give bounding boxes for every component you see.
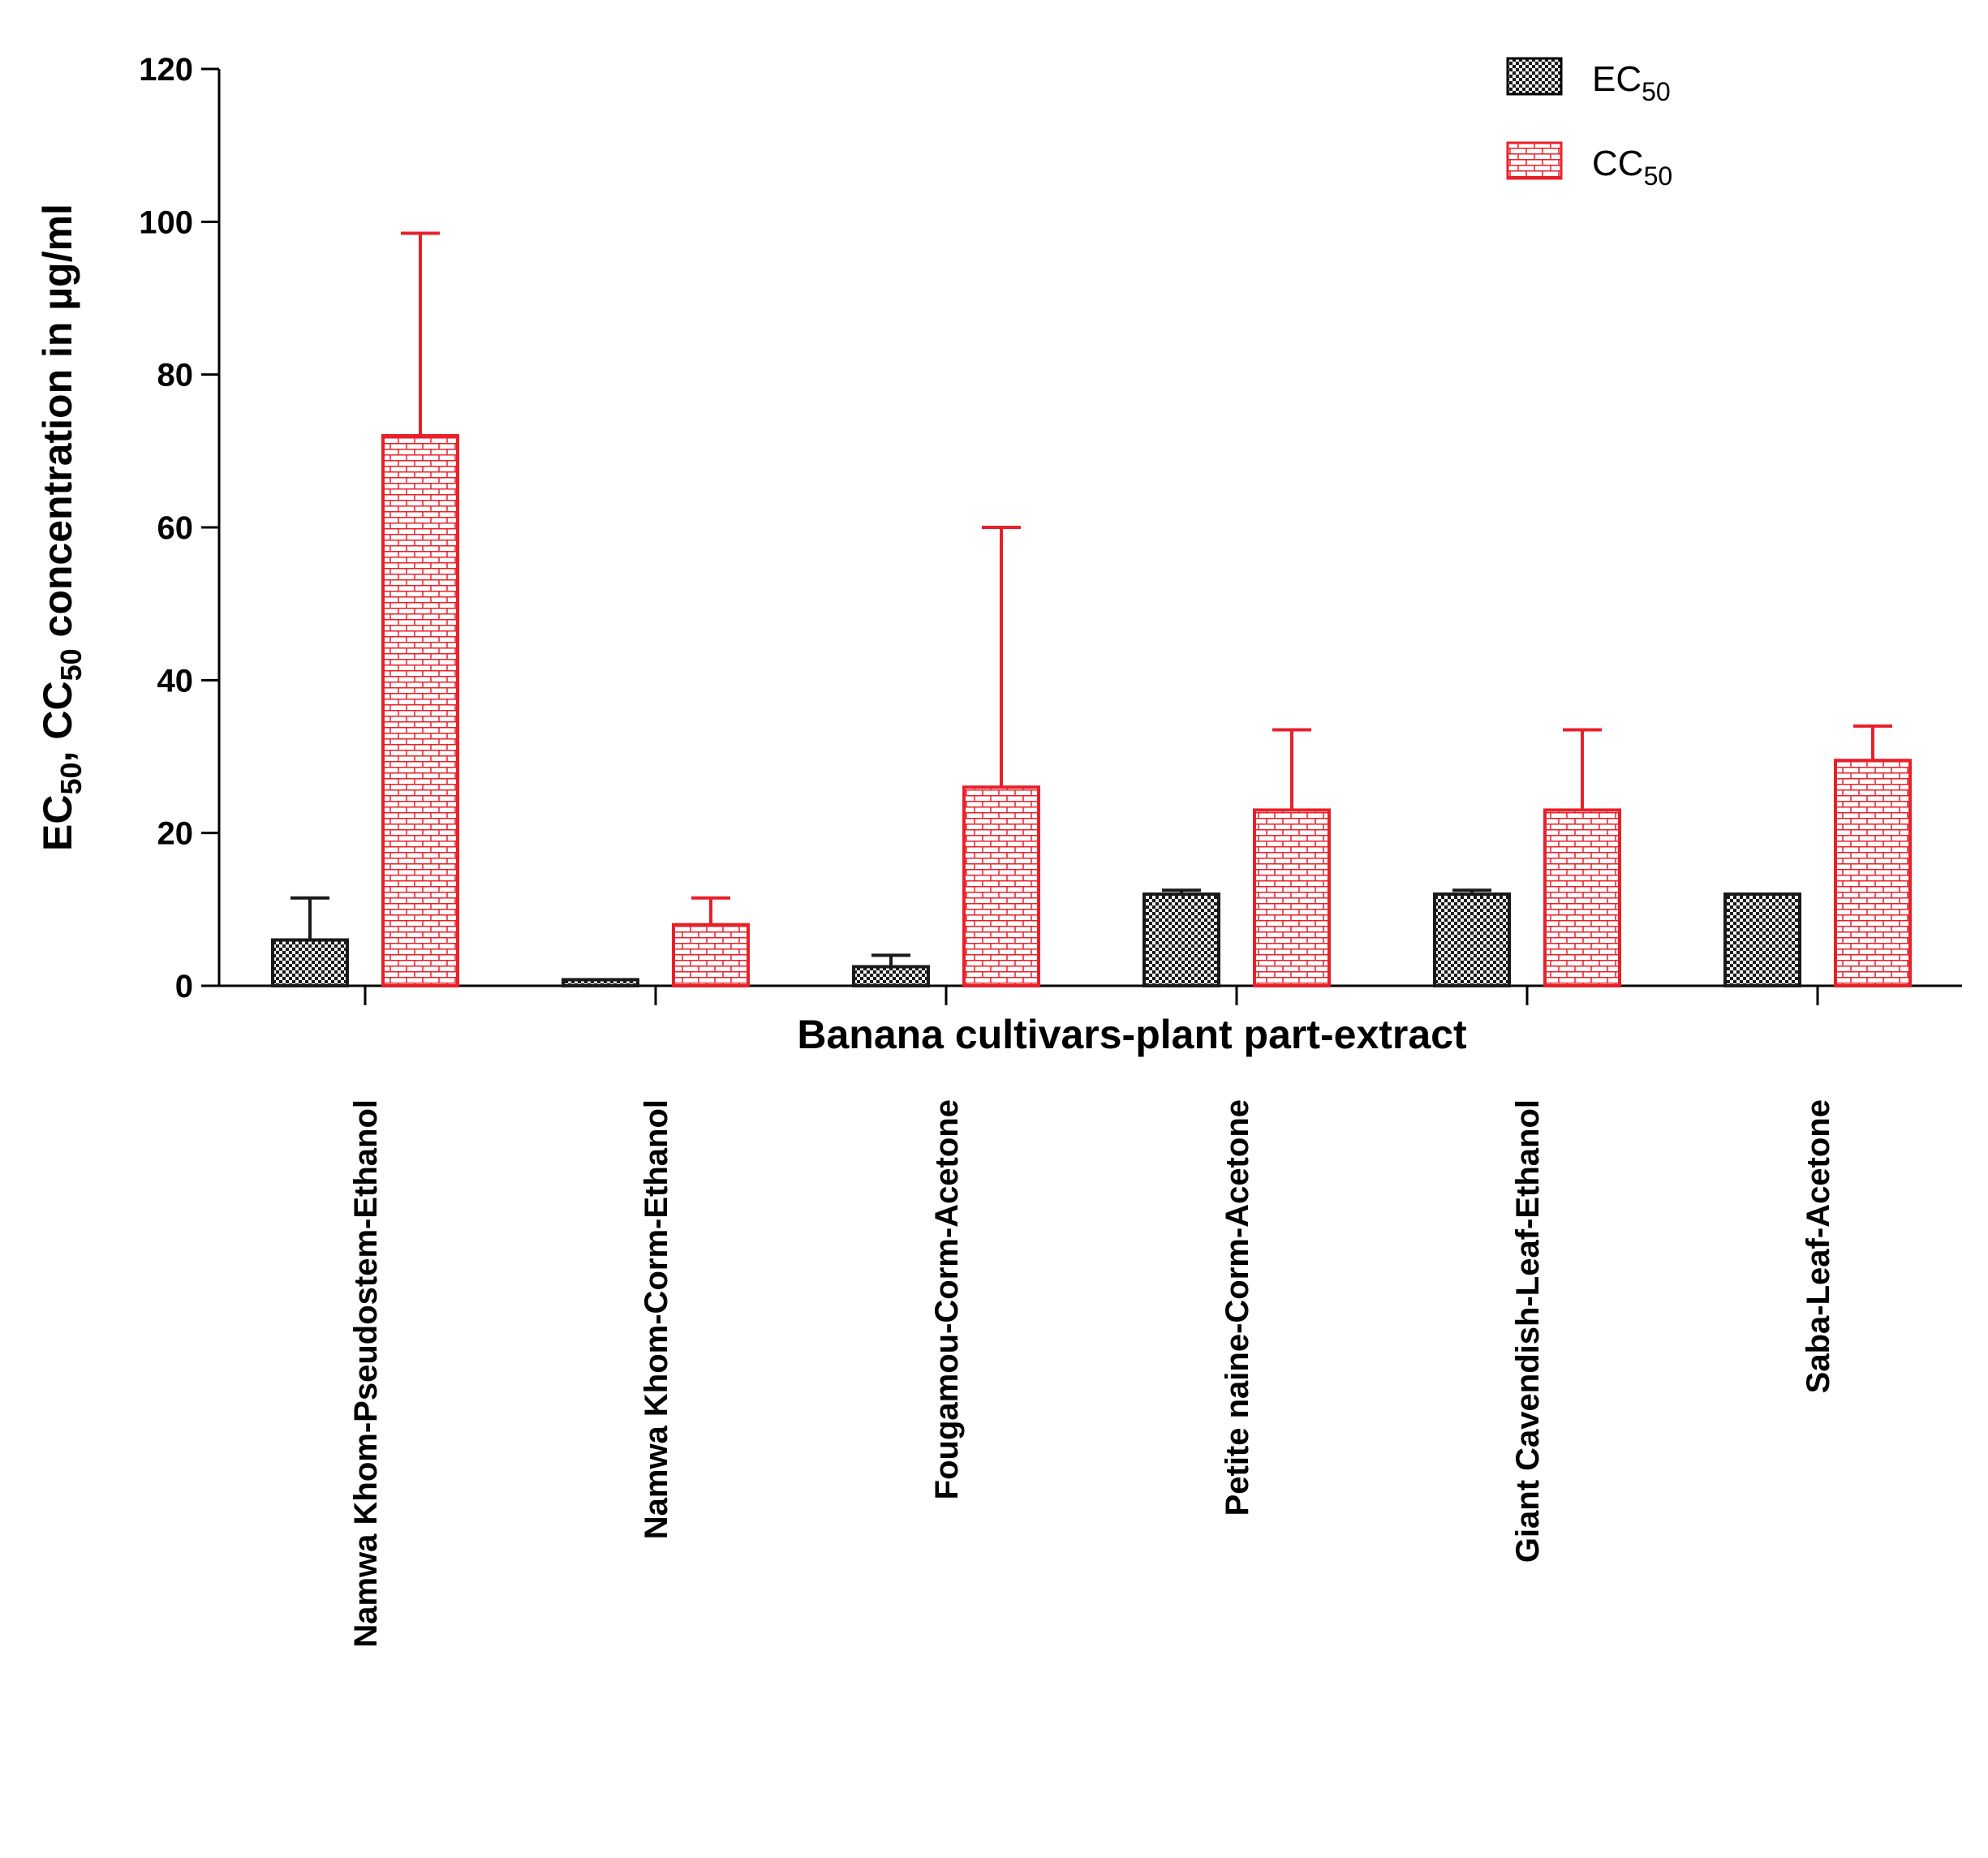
bar-ec50-3	[1142, 892, 1220, 987]
error-bars	[290, 231, 1892, 967]
y-axis-title: EC50, CC50 concentration in µg/ml	[35, 204, 88, 851]
category-labels: Namwa Khom-Pseudostem-Ethanol Namwa Khom-…	[348, 1099, 1836, 1648]
legend-swatch-cc50	[1506, 141, 1563, 180]
y-tick-label: 120	[139, 52, 193, 88]
bars	[271, 434, 1912, 988]
bar-ec50-1	[562, 978, 639, 988]
x-category-label: Petite naine-Corm-Acetone	[1220, 1099, 1255, 1516]
legend-label-ec50: EC50	[1592, 59, 1671, 106]
x-category-label: Saba-Leaf-Acetone	[1801, 1099, 1836, 1393]
y-tick-label: 80	[157, 358, 194, 394]
bar-cc50-0	[381, 434, 459, 987]
y-tick-label: 100	[139, 204, 193, 240]
x-category-label: Giant Cavendish-Leaf-Ethanol	[1510, 1099, 1546, 1563]
y-ticks: 0 20 40 60 80 100 120	[139, 52, 219, 1004]
bar-ec50-2	[852, 965, 930, 988]
y-tick-label: 60	[157, 510, 194, 546]
x-category-label: Namwa Khom-Corm-Ethanol	[639, 1099, 674, 1539]
bar-cc50-1	[672, 923, 750, 987]
bar-cc50-2	[962, 785, 1040, 988]
legend: EC50 CC50	[1506, 57, 1672, 191]
bar-cc50-5	[1834, 759, 1912, 987]
bar-ec50-0	[271, 938, 349, 987]
bar-cc50-4	[1543, 808, 1621, 988]
bar-ec50-5	[1723, 892, 1801, 987]
y-tick-label: 20	[157, 816, 194, 852]
x-ticks	[364, 986, 1819, 1005]
legend-label-cc50: CC50	[1592, 144, 1672, 191]
legend-swatch-ec50	[1506, 57, 1563, 96]
bar-cc50-3	[1253, 808, 1331, 988]
x-category-label: Fougamou-Corm-Acetone	[929, 1099, 965, 1499]
x-category-label: Namwa Khom-Pseudostem-Ethanol	[348, 1099, 384, 1648]
x-axis-title: Banana cultivars-plant part-extract	[797, 1012, 1467, 1057]
y-tick-label: 0	[175, 969, 193, 1004]
y-tick-label: 40	[157, 663, 194, 699]
bar-ec50-4	[1433, 892, 1511, 987]
